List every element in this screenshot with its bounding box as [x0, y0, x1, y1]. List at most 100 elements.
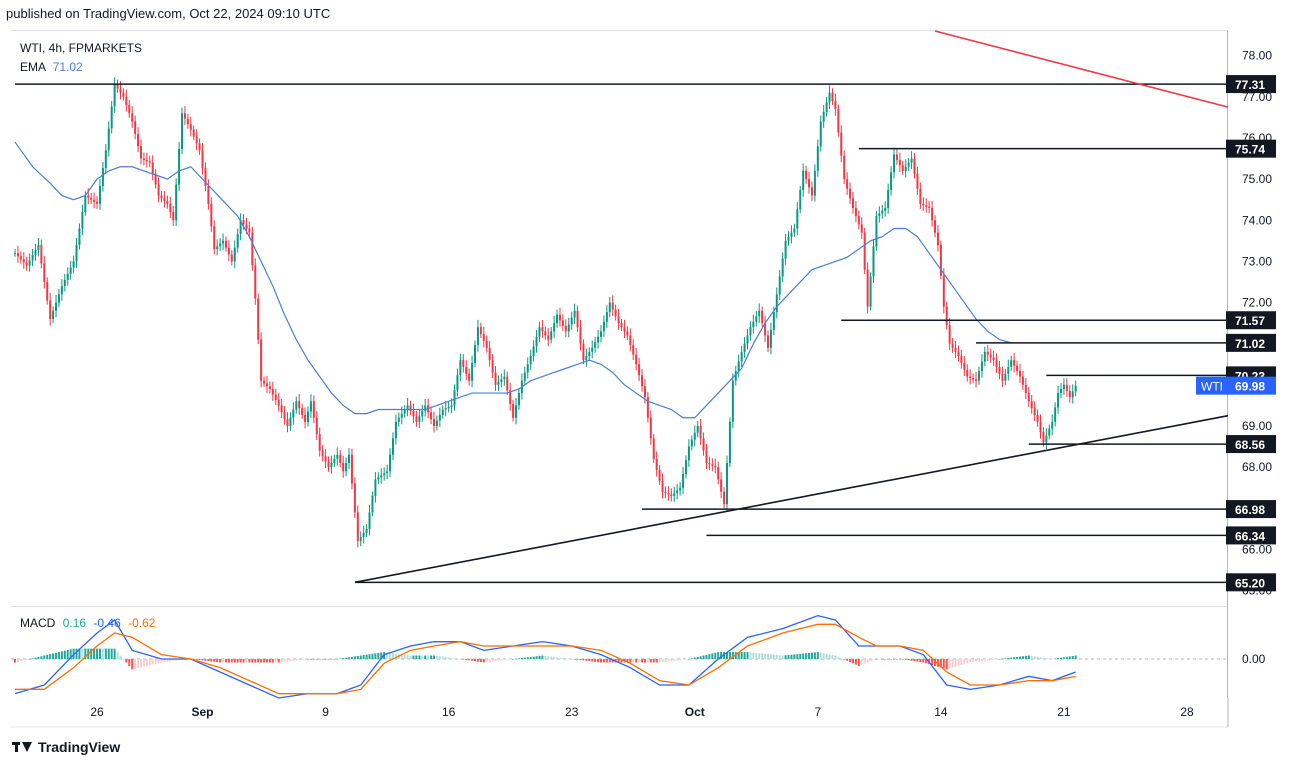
macd-hist-bar	[699, 656, 702, 659]
macd-hist-bar	[465, 659, 468, 660]
candle-body	[658, 469, 661, 481]
candle-body	[652, 438, 655, 459]
macd-line-value: -0.46	[93, 616, 121, 630]
candle-body	[84, 195, 87, 213]
macd-hist-bar	[834, 655, 837, 659]
candle-body	[907, 162, 910, 167]
macd-hist-bar	[456, 658, 459, 660]
macd-hist-bar	[474, 659, 477, 662]
candle-body	[942, 275, 945, 307]
macd-hist-bar	[1057, 658, 1060, 659]
macd-pane[interactable]: MACD 0.16 -0.46 -0.62 0.00	[11, 606, 1266, 699]
tradingview-logo-icon	[12, 740, 34, 754]
candle-body	[356, 512, 359, 542]
candle-body	[998, 367, 1001, 374]
macd-hist-bar	[213, 659, 216, 662]
candle-body	[588, 351, 591, 357]
candle-body	[881, 210, 884, 214]
candle-body	[60, 286, 63, 295]
macd-hist-bar	[145, 659, 148, 666]
macd-hist-bar	[268, 659, 271, 663]
macd-hist-bar	[101, 648, 104, 659]
macd-hist-bar	[345, 657, 348, 659]
macd-hist-bar	[813, 652, 816, 659]
macd-hist-bar	[597, 659, 600, 663]
level-price-label: 65.20	[1226, 573, 1276, 592]
macd-hist-bar	[843, 659, 846, 660]
price-chart-pane[interactable]: WTI, 4h, FPMARKETS EMA 71.02 65.0066.006…	[11, 30, 1276, 606]
level-price-label: 66.98	[1226, 500, 1276, 519]
macd-hist-bar	[517, 658, 520, 659]
candle-body	[986, 351, 989, 355]
candle-body	[172, 212, 175, 221]
macd-hist-bar	[1074, 655, 1077, 659]
macd-hist-bar	[851, 659, 854, 664]
candle-body	[377, 477, 380, 480]
time-tick-label: 23	[565, 705, 579, 719]
candle-body	[183, 113, 186, 119]
candle-body	[280, 405, 283, 413]
macd-hist-bar	[406, 655, 409, 659]
candle-body	[579, 327, 582, 344]
level-price-label: 71.02	[1226, 333, 1276, 352]
candle-body	[734, 371, 737, 381]
candle-body	[227, 247, 230, 255]
macd-hist-bar	[588, 659, 591, 662]
macd-hist-bar	[418, 655, 421, 659]
candle-body	[406, 405, 409, 410]
macd-hist-bar	[497, 659, 500, 661]
candle-body	[526, 364, 529, 373]
ema-line	[14, 141, 1012, 419]
candle-body	[403, 409, 406, 414]
macd-hist-bar	[468, 659, 471, 661]
macd-hist-bar	[482, 659, 485, 663]
candle-body	[506, 376, 509, 391]
candle-body	[298, 401, 301, 409]
macd-hist-bar	[119, 655, 122, 659]
macd-hist-bar	[620, 659, 623, 663]
macd-hist-bar	[471, 659, 474, 661]
macd-hist-bar	[769, 654, 772, 659]
candle-body	[875, 216, 878, 247]
macd-hist-bar	[1071, 655, 1074, 659]
candle-body	[459, 360, 462, 376]
time-axis[interactable]: 26 Sep 9 16 23 Oct 7 14 21 28	[0, 697, 1299, 737]
macd-hist-bar	[635, 659, 638, 663]
macd-hist-bar	[260, 659, 263, 663]
macd-hist-bar	[664, 659, 667, 662]
candle-body	[550, 331, 553, 340]
macd-hist-bar	[84, 648, 87, 659]
candle-body	[476, 327, 479, 346]
candle-body	[919, 188, 922, 204]
candle-body	[945, 306, 948, 326]
published-line: published on TradingView.com, Oct 22, 20…	[6, 6, 331, 21]
candle-body	[78, 228, 81, 245]
macd-hist-bar	[810, 652, 813, 659]
time-tick-label: 9	[322, 705, 329, 719]
candle-body	[286, 419, 289, 426]
price-tick-label: 73.00	[1242, 254, 1272, 268]
macd-hist-bar	[799, 653, 802, 659]
macd-hist-bar	[778, 655, 781, 659]
candle-body	[1033, 408, 1036, 415]
candle-body	[866, 269, 869, 307]
macd-hist-bar	[837, 656, 840, 659]
macd-hist-bar	[371, 653, 374, 659]
candle-body	[617, 316, 620, 324]
level-label-text: 71.02	[1235, 337, 1265, 351]
candle-body	[175, 184, 178, 221]
candle-body	[901, 165, 904, 171]
macd-hist-bar	[561, 657, 564, 659]
candle-body	[245, 224, 248, 229]
candle-body	[418, 416, 421, 422]
macd-hist-bar	[641, 659, 644, 663]
macd-hist-bar	[336, 659, 339, 660]
candle-body	[101, 168, 104, 186]
macd-hist-bar	[802, 653, 805, 659]
candle-body	[1027, 393, 1030, 402]
candle-body	[954, 347, 957, 352]
candle-body	[192, 129, 195, 137]
candle-body	[523, 372, 526, 381]
macd-hist-bar	[157, 659, 160, 664]
candle-body	[679, 487, 682, 491]
